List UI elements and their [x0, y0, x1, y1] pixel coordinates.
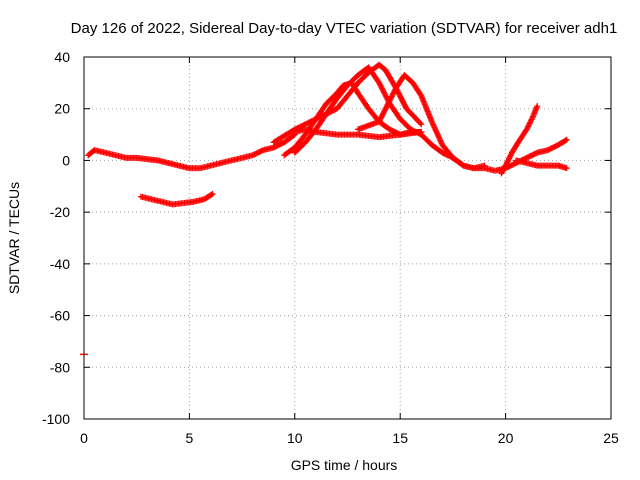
data-point — [563, 136, 570, 143]
x-axis-label: GPS time / hours — [291, 457, 398, 473]
x-tick-label: 0 — [80, 430, 88, 446]
y-tick-label: -40 — [50, 256, 70, 272]
series-isolated-segment — [137, 191, 216, 208]
series-evening-trace — [418, 131, 570, 174]
plot-frame — [83, 56, 612, 420]
data-point — [209, 191, 216, 198]
x-tick-label: 20 — [498, 430, 514, 446]
x-tick-label: 10 — [287, 430, 303, 446]
data-point — [534, 103, 541, 110]
data-points — [80, 61, 570, 356]
y-tick-label: 0 — [62, 152, 70, 168]
data-point — [417, 120, 424, 127]
series-arc-3 — [270, 61, 425, 146]
y-tick-label: -60 — [50, 308, 70, 324]
x-tick-label: 15 — [392, 430, 408, 446]
x-tick-label: 25 — [603, 430, 619, 446]
y-tick-label: 40 — [54, 49, 70, 65]
data-point — [418, 121, 425, 128]
y-tick-label: -80 — [50, 359, 70, 375]
series-late-rise — [498, 103, 541, 177]
y-tick-label: -100 — [42, 411, 70, 427]
y-tick-label: -20 — [50, 204, 70, 220]
data-point — [290, 132, 297, 139]
series-late-flat — [513, 157, 570, 172]
data-point — [562, 137, 569, 144]
chart-title: Day 126 of 2022, Sidereal Day-to-day VTE… — [71, 20, 618, 37]
series-main-trace — [85, 131, 298, 172]
x-tick-label: 5 — [186, 430, 194, 446]
y-axis-label: SDTVAR / TECUs — [6, 182, 22, 294]
grid — [84, 57, 611, 419]
data-point — [563, 165, 570, 172]
data-point — [459, 161, 466, 168]
data-point — [208, 191, 215, 198]
axis-ticks: 0 5 10 15 20 25 -100 -80 -60 -40 -20 0 20 40 — [42, 49, 619, 446]
y-tick-label: 20 — [54, 101, 70, 117]
